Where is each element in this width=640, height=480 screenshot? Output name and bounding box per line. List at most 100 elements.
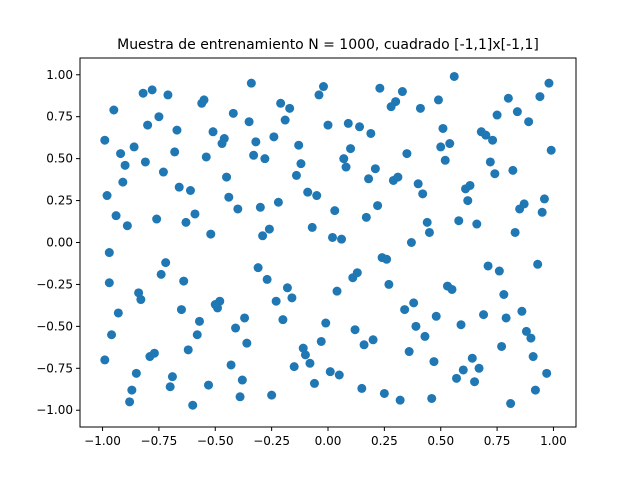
- x-tick-label: 0.00: [315, 434, 342, 448]
- scatter-point: [539, 194, 549, 204]
- scatter-point: [312, 191, 322, 201]
- scatter-point: [224, 192, 234, 202]
- plot-frame: [79, 57, 577, 428]
- scatter-point: [122, 221, 132, 231]
- scatter-point: [307, 222, 317, 232]
- scatter-point: [100, 355, 110, 365]
- scatter-point: [501, 313, 511, 323]
- scatter-point: [222, 172, 232, 182]
- scatter-point: [111, 211, 121, 221]
- scatter-point: [242, 338, 252, 348]
- scatter-point: [273, 197, 283, 207]
- scatter-point: [282, 283, 292, 293]
- scatter-point: [373, 201, 383, 211]
- scatter-point: [370, 164, 380, 174]
- scatter-point: [328, 232, 338, 242]
- scatter-point: [235, 392, 245, 402]
- scatter-point: [386, 102, 396, 112]
- scatter-point: [481, 130, 491, 140]
- scatter-point: [197, 98, 207, 108]
- scatter-point: [129, 142, 139, 152]
- scatter-point: [508, 165, 518, 175]
- scatter-point: [316, 336, 326, 346]
- scatter-point: [420, 331, 430, 341]
- plot-area: [80, 58, 576, 427]
- scatter-point: [330, 206, 340, 216]
- scatter-point: [161, 258, 171, 268]
- scatter-point: [125, 397, 135, 407]
- scatter-point: [260, 154, 270, 164]
- scatter-point: [305, 358, 315, 368]
- scatter-point: [246, 78, 256, 88]
- scatter-point: [244, 117, 254, 127]
- chart-title: Muestra de entrenamiento N = 1000, cuadr…: [117, 37, 539, 53]
- scatter-point: [406, 238, 416, 247]
- scatter-point: [499, 290, 509, 299]
- scatter-point: [470, 377, 480, 387]
- scatter-point: [436, 142, 446, 152]
- scatter-point: [339, 154, 349, 164]
- scatter-point: [233, 204, 243, 214]
- x-tick-label: −1.00: [84, 434, 121, 448]
- scatter-point: [366, 128, 376, 138]
- scatter-point: [298, 343, 308, 353]
- scatter-point: [206, 229, 216, 239]
- scatter-point: [136, 295, 146, 305]
- scatter-point: [528, 352, 538, 362]
- scatter-point: [440, 155, 450, 165]
- scatter-point: [449, 71, 459, 81]
- scatter-point: [102, 191, 112, 201]
- x-tick-label: −0.25: [253, 434, 290, 448]
- scatter-point: [183, 345, 193, 355]
- y-tick-label: −0.75: [36, 361, 73, 375]
- scatter-point: [524, 117, 534, 127]
- scatter-point: [325, 367, 335, 377]
- scatter-point: [355, 122, 365, 132]
- scatter-point: [116, 149, 126, 159]
- scatter-point: [393, 172, 403, 182]
- scatter-point: [127, 385, 137, 395]
- scatter-point: [546, 145, 556, 155]
- scatter-point: [147, 85, 157, 95]
- scatter-point: [346, 144, 356, 154]
- y-tick-label: −1.00: [36, 403, 73, 417]
- scatter-point: [357, 383, 367, 393]
- x-tick-label: 1.00: [540, 434, 567, 448]
- scatter-point: [251, 137, 261, 147]
- scatter-point: [138, 88, 148, 98]
- scatter-point: [494, 266, 504, 276]
- scatter-point: [337, 234, 347, 244]
- scatter-point: [463, 196, 473, 206]
- scatter-point: [334, 370, 344, 380]
- scatter-point: [294, 140, 304, 150]
- x-tick-label: 0.25: [371, 434, 398, 448]
- scatter-point: [415, 103, 425, 113]
- scatter-point: [226, 360, 236, 370]
- scatter-point: [120, 160, 130, 170]
- scatter-point: [107, 330, 117, 340]
- scatter-point: [167, 372, 177, 382]
- scatter-point: [208, 127, 218, 137]
- scatter-point: [352, 268, 362, 278]
- scatter-point: [192, 330, 202, 340]
- y-tick-label: 1.00: [46, 68, 73, 82]
- scatter-point: [262, 274, 272, 284]
- scatter-point: [289, 362, 299, 372]
- scatter-point: [515, 204, 525, 214]
- scatter-point: [131, 368, 141, 378]
- scatter-point: [100, 135, 110, 145]
- scatter-point: [521, 326, 531, 336]
- scatter-point: [544, 78, 554, 88]
- scatter-point: [291, 170, 301, 180]
- scatter-point: [361, 212, 371, 222]
- x-tick-label: −0.50: [197, 434, 234, 448]
- scatter-point: [377, 253, 387, 263]
- scatter-point: [488, 135, 498, 145]
- scatter-point: [431, 311, 441, 321]
- scatter-point: [188, 400, 198, 410]
- scatter-point: [163, 90, 173, 100]
- scatter-point: [323, 120, 333, 130]
- scatter-point: [452, 373, 462, 383]
- y-tick-label: −0.50: [36, 319, 73, 333]
